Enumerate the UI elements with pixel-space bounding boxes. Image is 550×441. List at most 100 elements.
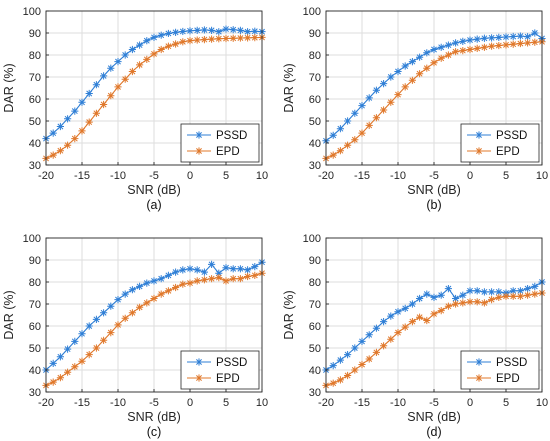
data-point-epd xyxy=(380,106,388,114)
data-point-pssd xyxy=(222,25,230,33)
data-point-epd xyxy=(164,287,172,295)
data-point-pssd xyxy=(516,32,524,40)
x-tick-label: 5 xyxy=(503,397,509,409)
data-point-epd xyxy=(329,379,337,387)
data-point-epd xyxy=(215,274,223,282)
x-tick-label: -5 xyxy=(429,170,439,182)
data-point-pssd xyxy=(85,89,93,98)
data-point-pssd xyxy=(329,362,337,370)
data-point-pssd xyxy=(215,269,223,277)
legend-label: EPD xyxy=(496,146,520,158)
data-point-pssd xyxy=(401,62,409,70)
y-axis-label: DAR (%) xyxy=(2,290,16,339)
data-point-epd xyxy=(509,40,517,48)
data-point-pssd xyxy=(128,45,136,54)
data-point-epd xyxy=(193,36,201,44)
data-point-epd xyxy=(444,302,452,310)
legend-label: EPD xyxy=(216,146,240,158)
y-tick-label: 90 xyxy=(309,28,321,40)
x-tick-label: -10 xyxy=(110,397,126,409)
x-tick-label: -10 xyxy=(390,170,406,182)
legend-marker xyxy=(475,358,483,366)
data-point-epd xyxy=(172,283,180,292)
y-tick-label: 100 xyxy=(23,6,41,18)
data-point-epd xyxy=(107,92,115,100)
data-point-epd xyxy=(466,298,474,306)
data-point-epd xyxy=(100,336,108,344)
data-point-pssd xyxy=(394,67,402,76)
data-point-pssd xyxy=(430,293,438,301)
series-epd xyxy=(42,33,266,162)
data-point-pssd xyxy=(56,353,64,361)
x-tick-label: 0 xyxy=(467,397,473,409)
data-point-pssd xyxy=(244,28,252,36)
data-point-epd xyxy=(416,70,424,78)
y-tick-label: 100 xyxy=(303,233,321,245)
data-point-epd xyxy=(344,371,352,380)
data-point-pssd xyxy=(452,294,460,303)
data-point-pssd xyxy=(71,337,79,345)
data-point-pssd xyxy=(351,344,359,352)
data-point-pssd xyxy=(524,285,532,293)
data-point-epd xyxy=(136,61,144,69)
data-point-epd xyxy=(164,42,172,50)
data-point-epd xyxy=(136,303,144,311)
data-point-epd xyxy=(49,378,57,386)
data-point-pssd xyxy=(208,26,216,34)
data-point-pssd xyxy=(114,296,122,304)
data-point-epd xyxy=(186,37,194,45)
y-tick-label: 50 xyxy=(309,116,321,128)
data-point-pssd xyxy=(136,282,144,290)
subplot-caption: (c) xyxy=(147,425,162,439)
data-point-pssd xyxy=(502,33,510,41)
data-point-pssd xyxy=(157,275,165,283)
data-point-epd xyxy=(358,360,366,369)
subplot-c: -20 -15 -10 -5 0 5 10 30 40 50 60 70 80 90 100 SNR (dB)… xyxy=(2,233,268,439)
data-point-epd xyxy=(401,323,409,331)
data-point-epd xyxy=(143,55,151,63)
data-point-epd xyxy=(222,34,230,43)
data-point-epd xyxy=(186,279,194,287)
data-point-pssd xyxy=(416,294,424,303)
y-tick-label: 70 xyxy=(29,299,41,311)
y-tick-label: 30 xyxy=(29,160,41,172)
data-point-pssd xyxy=(387,73,395,81)
data-point-pssd xyxy=(179,266,187,274)
data-point-pssd xyxy=(473,287,481,295)
data-point-pssd xyxy=(329,131,337,139)
data-point-pssd xyxy=(509,287,517,295)
x-axis-label: SNR (dB) xyxy=(407,183,460,197)
data-point-epd xyxy=(452,48,460,56)
data-point-epd xyxy=(251,271,259,279)
data-point-epd xyxy=(92,109,100,117)
data-point-pssd xyxy=(136,41,144,49)
data-point-pssd xyxy=(344,117,352,125)
data-point-pssd xyxy=(495,288,503,296)
data-point-pssd xyxy=(164,271,172,279)
data-point-epd xyxy=(150,50,158,58)
data-point-pssd xyxy=(336,125,344,133)
data-point-pssd xyxy=(444,285,452,293)
data-point-epd xyxy=(229,34,237,42)
data-point-epd xyxy=(193,277,201,285)
data-point-pssd xyxy=(143,37,151,45)
y-tick-label: 40 xyxy=(29,365,41,377)
y-tick-label: 80 xyxy=(29,50,41,62)
data-point-pssd xyxy=(358,337,366,345)
y-tick-label: 100 xyxy=(23,233,41,245)
data-point-epd xyxy=(114,321,122,329)
data-point-epd xyxy=(495,41,503,50)
data-point-pssd xyxy=(121,290,129,298)
legend-marker xyxy=(475,374,483,382)
legend-label: PSSD xyxy=(216,357,247,369)
data-point-pssd xyxy=(78,98,86,106)
data-point-pssd xyxy=(437,291,445,299)
data-point-pssd xyxy=(143,279,151,287)
y-axis-label: DAR (%) xyxy=(282,290,296,339)
y-tick-label: 70 xyxy=(29,72,41,84)
data-point-pssd xyxy=(172,28,180,36)
data-point-pssd xyxy=(107,64,115,72)
x-tick-label: -20 xyxy=(38,170,54,182)
data-point-pssd xyxy=(251,263,259,271)
